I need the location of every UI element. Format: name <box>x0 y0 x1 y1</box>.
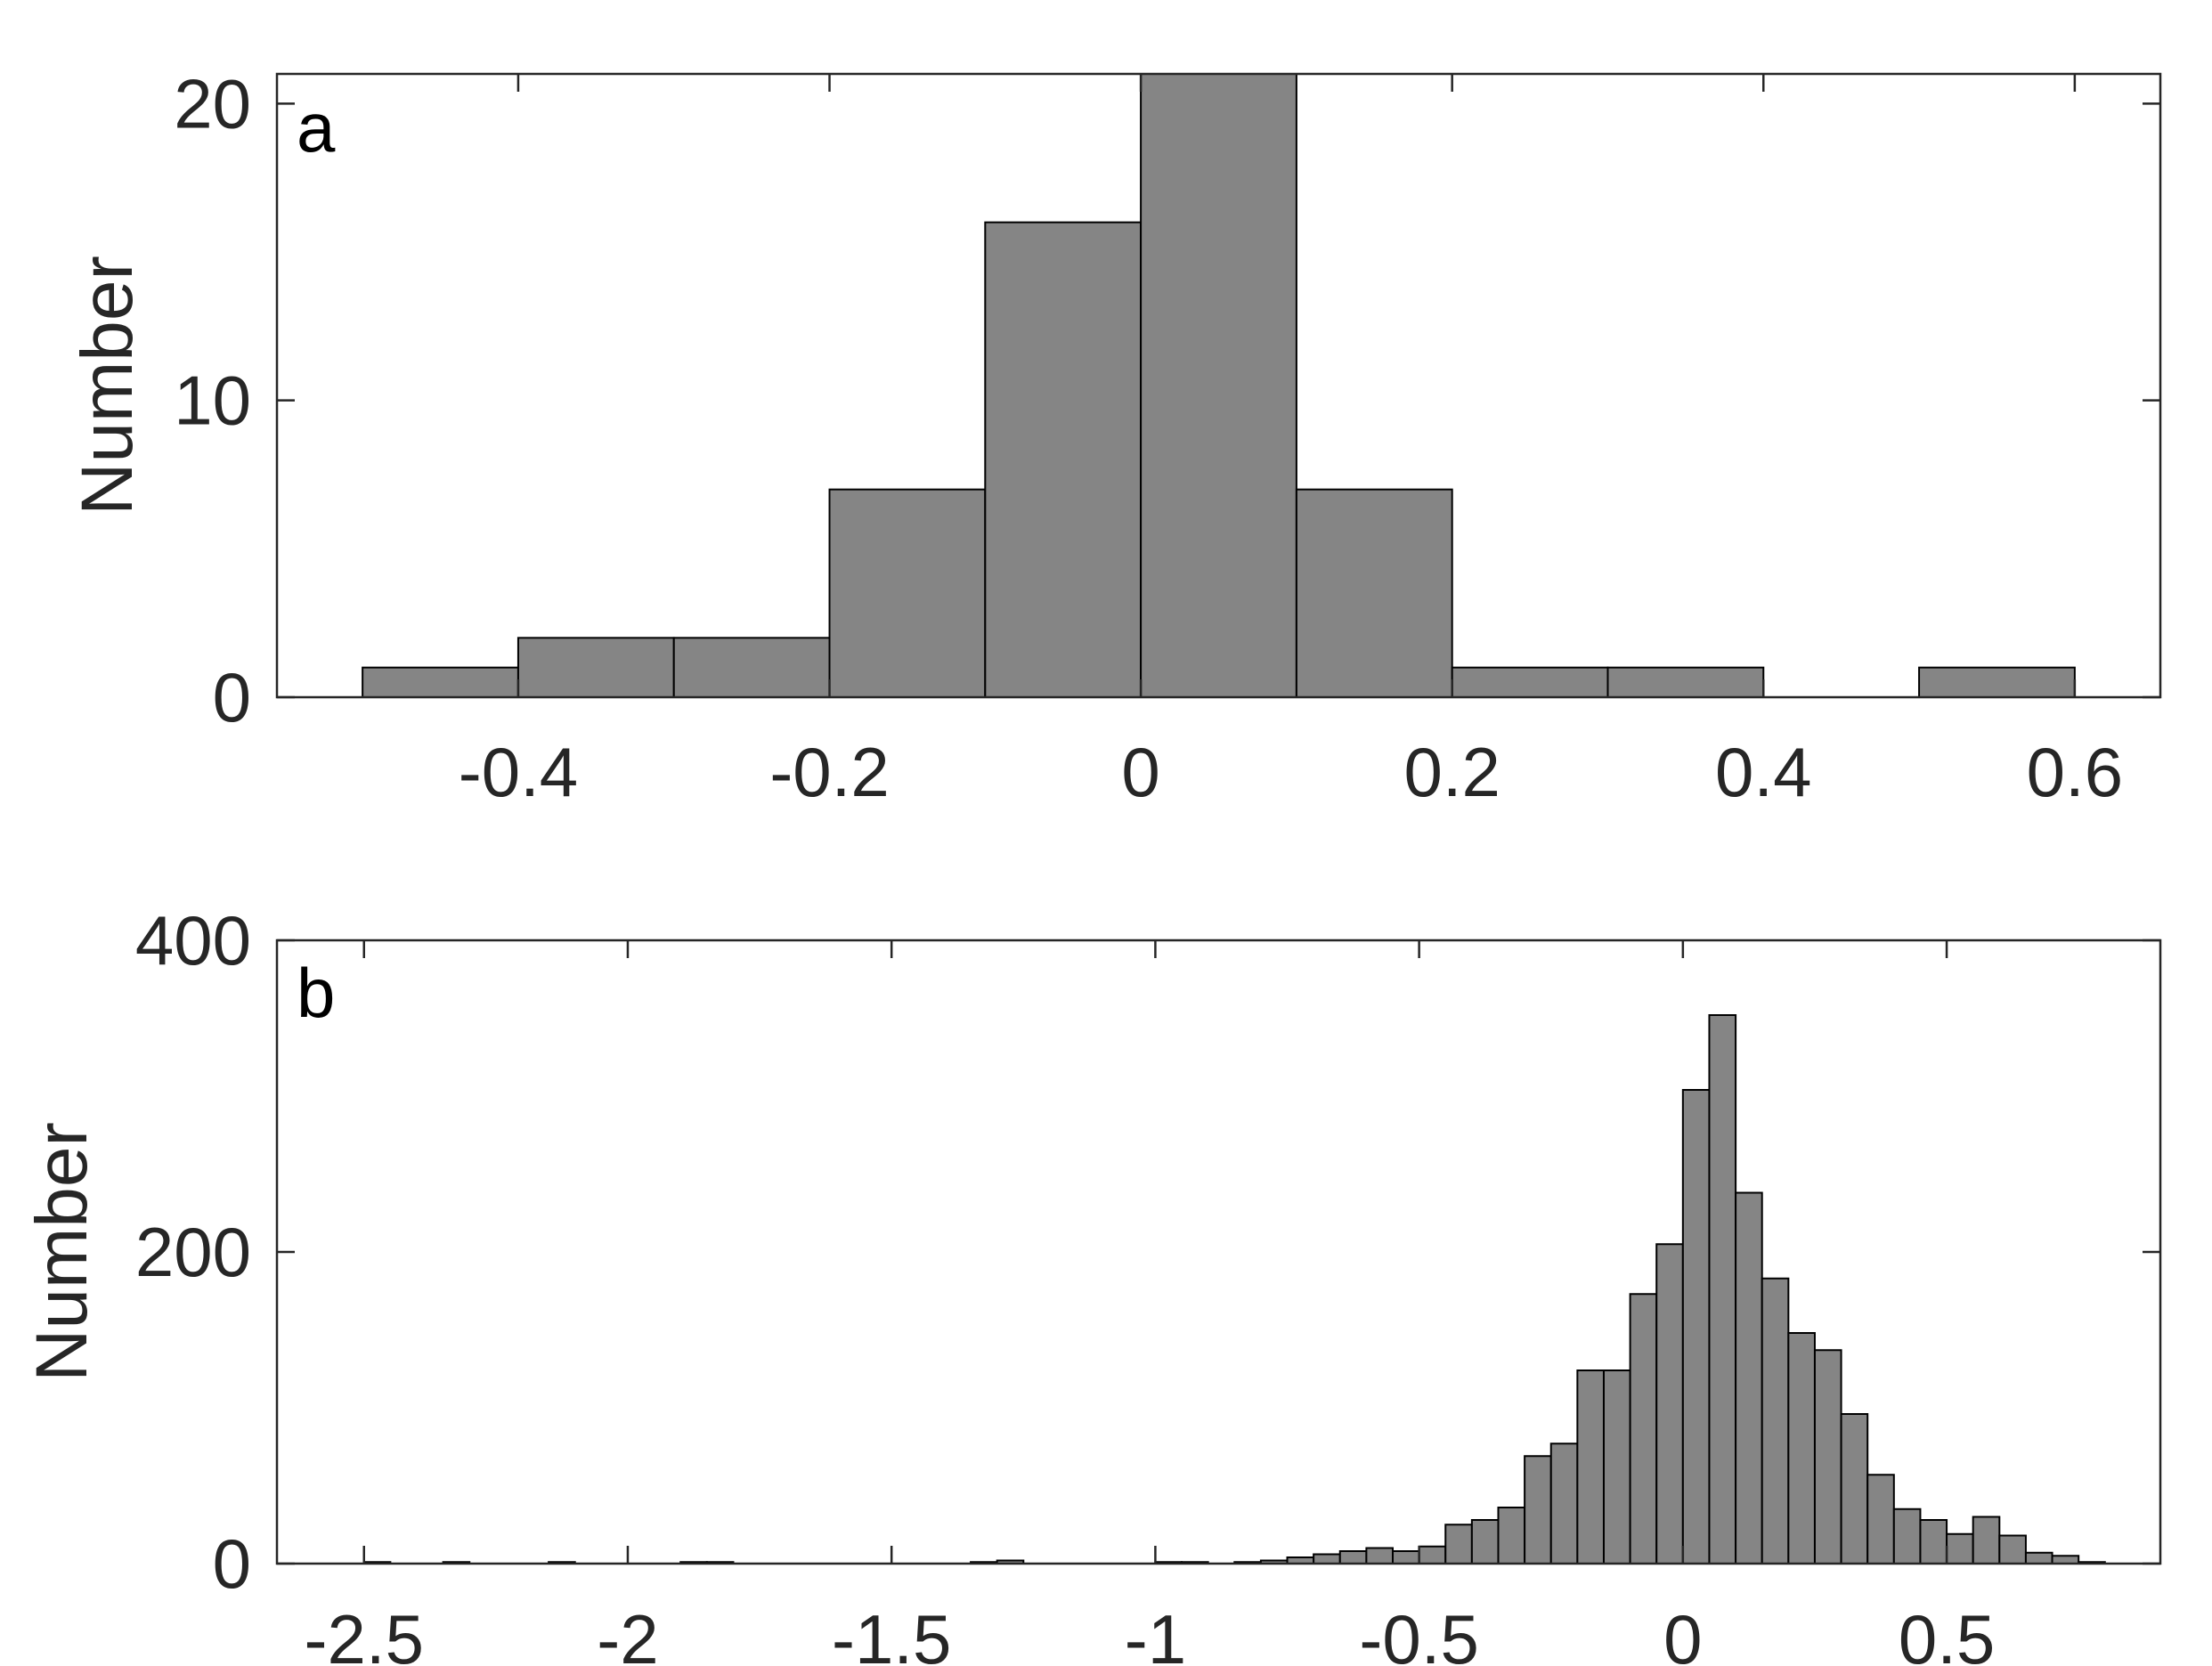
panel-a-y-tick-label: 10 <box>174 362 251 440</box>
panel-a-x-tick-label: -0.4 <box>459 733 578 811</box>
panel-b-y-axis-label: Number <box>21 1122 102 1382</box>
panel-b-bar <box>2024 1551 2053 1564</box>
panel-b-bar <box>2051 1555 2080 1564</box>
panel-a-bar <box>1451 666 1609 699</box>
panel-b-bar <box>1313 1553 1341 1564</box>
panel-a-bar <box>828 488 987 699</box>
panel-b-bar <box>1576 1369 1605 1564</box>
panel-b-bar <box>1602 1369 1631 1564</box>
panel-b-bar <box>1946 1532 1974 1564</box>
panel-b-bar <box>1919 1519 1948 1564</box>
panel-b-bar <box>1972 1516 2001 1564</box>
panel-a-histogram: -0.4 -0.2 0 0.2 0.4 0.6 0 10 20 Number a <box>67 64 2162 811</box>
panel-b-bar <box>1761 1277 1790 1564</box>
panel-b-bar <box>1787 1332 1816 1564</box>
panel-a-x-tick-label: 0.4 <box>1715 733 1811 811</box>
panel-b-bar <box>1549 1443 1579 1564</box>
panel-b-y-tick-label: 0 <box>213 1524 251 1603</box>
panel-b-x-tick-label: -1.5 <box>832 1600 951 1666</box>
panel-b-bar <box>1708 1014 1737 1564</box>
panel-b-x-tick-label: -0.5 <box>1359 1600 1478 1666</box>
panel-b-bar <box>1338 1550 1368 1564</box>
panel-b-bar <box>1655 1243 1684 1564</box>
panel-a-x-tick-label: 0 <box>1121 733 1159 811</box>
panel-b-bar <box>1866 1474 1895 1564</box>
panel-b-x-tick-label: -2 <box>597 1600 658 1666</box>
panel-a-bar <box>1918 666 2076 699</box>
panel-b-bar <box>1497 1507 1526 1564</box>
panel-a-bar <box>516 637 675 698</box>
panel-b-label: b <box>297 954 335 1032</box>
panel-b-y-tick-label: 200 <box>135 1213 251 1291</box>
panel-a-x-tick-label: 0.2 <box>1403 733 1500 811</box>
panel-b-x-tick-label: 0.5 <box>1899 1600 1995 1666</box>
panel-a-y-tick-label: 0 <box>213 658 251 736</box>
panel-b-bar <box>1629 1293 1658 1564</box>
panel-b-bar <box>1392 1550 1420 1564</box>
panel-a-y-axis-label: Number <box>67 256 148 516</box>
panel-b-bar <box>1470 1519 1500 1564</box>
panel-a-x-tick-label: -0.2 <box>769 733 889 811</box>
panel-b-bar <box>1418 1545 1447 1564</box>
panel-b-x-tick-label: 0 <box>1663 1600 1702 1666</box>
panel-a-bar <box>362 666 519 699</box>
panel-b-bar <box>1524 1455 1552 1564</box>
panel-b-bar <box>1681 1089 1711 1564</box>
panel-b-y-tick-label: 400 <box>135 901 251 979</box>
panel-b-bar <box>1998 1534 2027 1564</box>
panel-b-bar <box>1892 1508 1922 1564</box>
panel-b-histogram: -2.5 -2 -1.5 -1 -0.5 0 0.5 0 200 400 Number b <box>21 901 2162 1666</box>
panel-a-axes-box <box>275 72 2162 699</box>
panel-a-x-tick-label: 0.6 <box>2027 733 2123 811</box>
panel-b-bar <box>1365 1547 1395 1564</box>
panel-b-bar <box>1813 1349 1842 1564</box>
panel-b-x-tick-label: -2.5 <box>305 1600 424 1666</box>
panel-a-bar <box>1606 666 1765 699</box>
panel-a-y-tick-label: 20 <box>174 64 251 142</box>
panel-b-x-tick-label: -1 <box>1125 1600 1186 1666</box>
panel-a-bar <box>672 637 831 698</box>
panel-b-bar <box>1444 1524 1473 1564</box>
panel-a-bar <box>1140 73 1297 698</box>
panel-b-bar <box>1840 1413 1869 1564</box>
panel-a-bar <box>984 221 1143 698</box>
panel-b-bar <box>1735 1191 1763 1564</box>
panel-a-label: a <box>297 88 336 167</box>
panel-a-bar <box>1295 488 1453 699</box>
